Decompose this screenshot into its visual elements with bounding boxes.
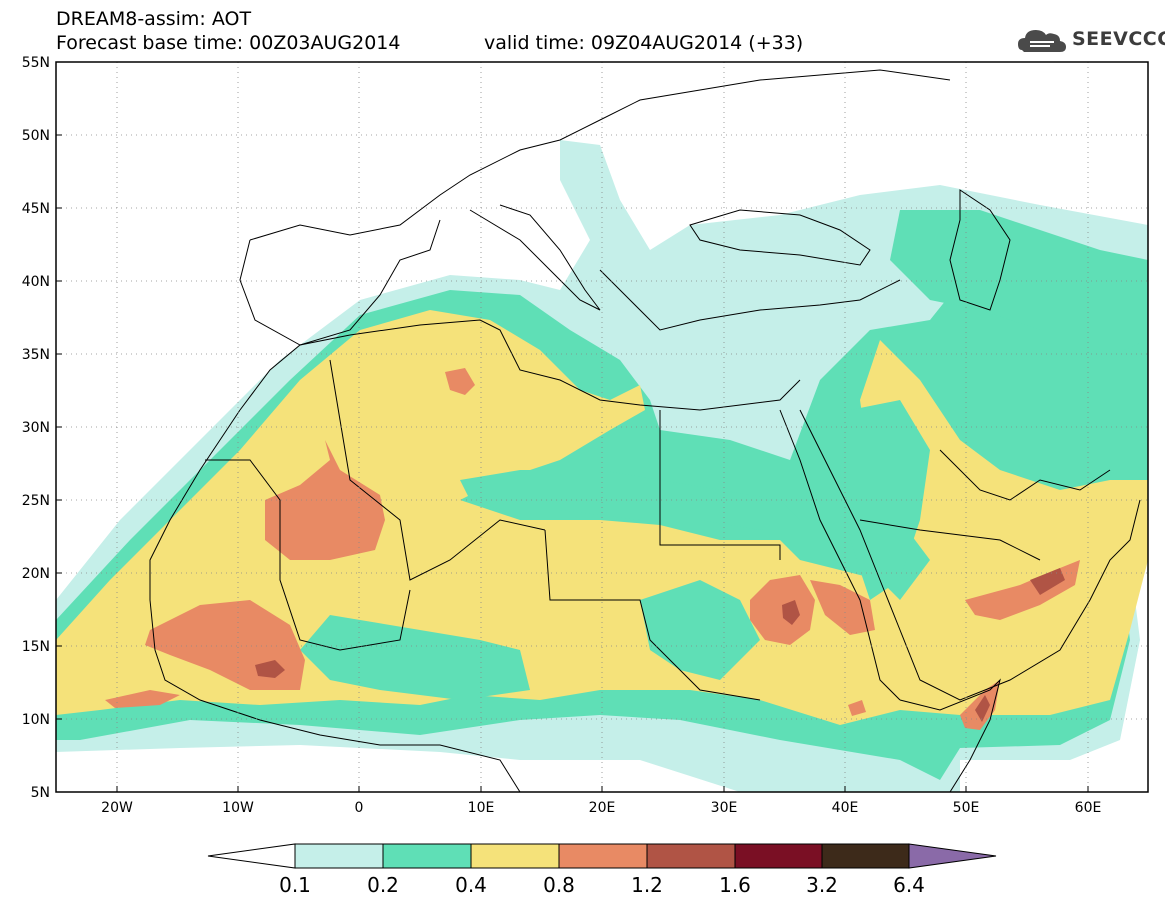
colorbar-label: 1.6 [719, 873, 751, 897]
coastline-west-africa [149, 409, 521, 792]
cloud-icon [1018, 30, 1066, 52]
forecast-base-time: Forecast base time: 00Z03AUG2014 valid ti… [56, 32, 803, 54]
colorbar-label: 3.2 [806, 873, 838, 897]
border-libya-egypt [659, 410, 781, 560]
lat-label: 20N [22, 566, 50, 582]
grid-lines [56, 62, 1148, 792]
aot-band-0.8-eritrea [810, 580, 875, 635]
aot-band-0.8-djibouti [848, 700, 866, 716]
lon-label: 60E [1075, 800, 1102, 816]
coastline-persian-gulf [939, 449, 1111, 501]
colorbar-over-arrow [908, 843, 997, 869]
lon-label: 20W [101, 800, 133, 816]
map-title: DREAM8-assim: AOT [56, 8, 252, 30]
aot-pocket-sahara-north [460, 470, 800, 530]
colorbar-label: 0.8 [543, 873, 575, 897]
lon-label: 0 [355, 800, 364, 816]
aot-pocket-arabia [840, 400, 930, 600]
colorbar-segment [294, 843, 384, 869]
colorbar-segment [821, 843, 910, 869]
lat-label: 45N [22, 201, 50, 217]
coastline-north-africa [239, 319, 801, 411]
lat-label: 5N [31, 785, 50, 801]
colorbar-label: 0.1 [279, 873, 311, 897]
colorbar-segment [382, 843, 472, 869]
base-time-text: Forecast base time: 00Z03AUG2014 [56, 32, 401, 54]
lon-labels: 20W 10W 0 10E 20E 30E 40E 50E 60E [101, 800, 1101, 816]
lon-label: 30E [711, 800, 738, 816]
lat-label: 35N [22, 347, 50, 363]
aot-pocket-sahel [300, 615, 530, 700]
colorbar-label: 0.2 [367, 873, 399, 897]
colorbar-label: 0.4 [455, 873, 487, 897]
lat-labels: 55N 50N 45N 40N 35N 30N 25N 20N 15N 10N … [22, 55, 50, 801]
colorbar-segment [470, 843, 560, 869]
border-sudan [544, 529, 761, 701]
coastline-blacksea [689, 209, 871, 266]
lat-label: 25N [22, 493, 50, 509]
lon-label: 40E [832, 800, 859, 816]
aot-pocket-chad [640, 580, 760, 680]
coastline-arabia [799, 409, 1141, 701]
colorbar-segment [646, 843, 736, 869]
colorbar-label: 1.2 [631, 873, 663, 897]
coastline-iberia [239, 219, 441, 346]
colorbar-labels: 0.1 0.2 0.4 0.8 1.2 1.6 3.2 6.4 [279, 873, 925, 897]
coastlines [149, 69, 1141, 792]
aot-band-1.2-mali [255, 660, 285, 678]
aot-pocket-caspian [890, 210, 1148, 360]
aot-band-0.8-senegal-coast [105, 690, 180, 708]
lat-label: 15N [22, 639, 50, 655]
tick-marks [56, 61, 1089, 793]
lat-label: 50N [22, 128, 50, 144]
lat-label: 30N [22, 420, 50, 436]
border-algeria [329, 359, 546, 581]
aot-band-0.8-tunisia [445, 368, 475, 395]
aot-band-1.2-sudan [782, 600, 800, 625]
colorbar-segment [558, 843, 648, 869]
border-saudi [859, 519, 1041, 561]
aot-band-1.2-oman [1030, 568, 1065, 595]
valid-time-text: valid time: 09Z04AUG2014 (+33) [484, 32, 804, 54]
lat-label: 40N [22, 274, 50, 290]
lon-label: 20E [589, 800, 616, 816]
seevccc-logo: SEEVCCC [1016, 22, 1165, 58]
colorbar-under-arrow [207, 843, 296, 869]
coastline-europe [249, 69, 951, 241]
coastline-greece-turkey [599, 269, 901, 331]
aot-band-1.2-somalia [975, 695, 990, 722]
logo-text: SEEVCCC [1072, 28, 1165, 50]
lat-label: 55N [22, 55, 50, 71]
coastline-caspian [949, 189, 1011, 311]
coastline-horn [899, 678, 1001, 792]
coastline-red-sea [779, 409, 901, 701]
colorbar [207, 843, 997, 869]
lat-label: 10N [22, 712, 50, 728]
border-mali [205, 459, 411, 651]
colorbar-segment [734, 843, 823, 869]
aot-band-0.8-mauritania [265, 440, 385, 560]
lon-label: 50E [953, 800, 980, 816]
colorbar-label: 6.4 [893, 873, 925, 897]
lon-label: 10E [468, 800, 495, 816]
coastline-italy [469, 204, 601, 311]
lon-label: 10W [222, 800, 254, 816]
